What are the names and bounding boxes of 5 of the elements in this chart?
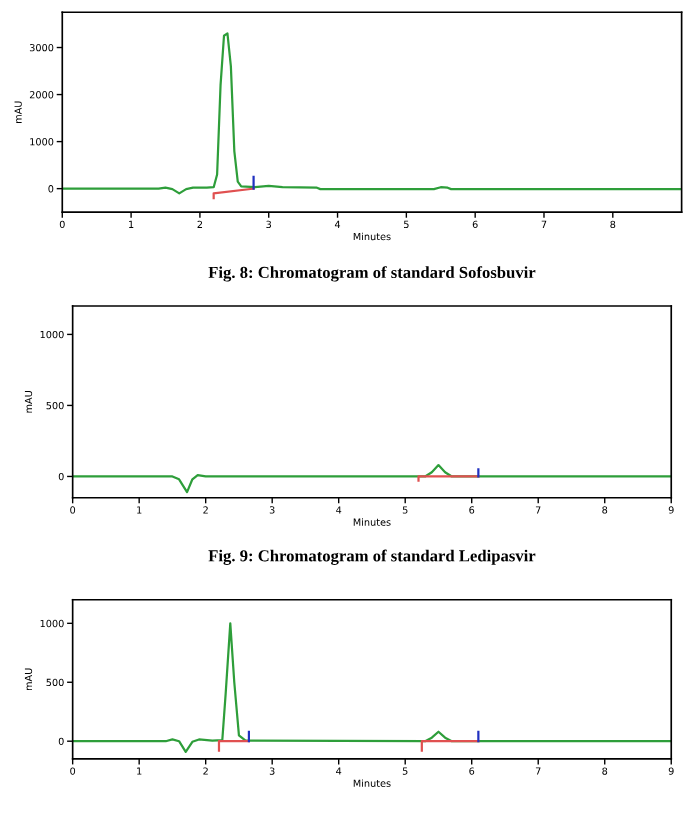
caption: Fig. 9: Chromatogram of standard Ledipasvir <box>208 549 536 565</box>
line-series <box>62 32 682 195</box>
line-series <box>72 463 672 494</box>
line-series <box>72 622 672 753</box>
caption: Fig. 8: Chromatogram of standard Sofosbuvir <box>208 266 536 282</box>
